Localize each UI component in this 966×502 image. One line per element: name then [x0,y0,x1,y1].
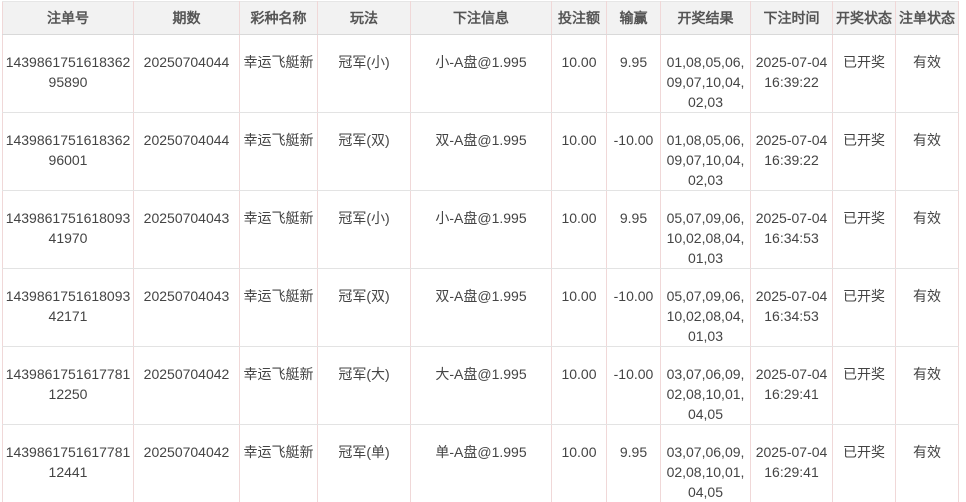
cell-bet_info: 大-A盘@1.995 [410,346,552,425]
cell-draw_result: 05,07,09,06,10,02,08,04,01,03 [660,190,751,269]
cell-draw_status: 已开奖 [832,424,896,502]
cell-play_type: 冠军(双) [317,112,411,191]
cell-play_type: 冠军(小) [317,34,411,113]
column-header-bet_info: 下注信息 [410,1,552,35]
cell-order_no: 143986175161778112250 [2,346,134,425]
cell-order_status: 有效 [895,34,959,113]
cell-draw_status: 已开奖 [832,346,896,425]
column-header-bet_amount: 投注额 [551,1,607,35]
cell-order_status: 有效 [895,190,959,269]
cell-play_type: 冠军(小) [317,190,411,269]
cell-period: 20250704042 [133,424,240,502]
cell-order_status: 有效 [895,346,959,425]
table-row: 143986175161836295890 20250704044 幸运飞艇新 冠军(… [2,34,959,113]
cell-order_no: 143986175161778112441 [2,424,134,502]
cell-period: 20250704043 [133,268,240,347]
cell-draw_result: 01,08,05,06,09,07,10,04,02,03 [660,34,751,113]
cell-period: 20250704044 [133,34,240,113]
table-row: 143986175161809342171 20250704043 幸运飞艇新 冠军(… [2,268,959,347]
cell-draw_status: 已开奖 [832,112,896,191]
column-header-bet_time: 下注时间 [750,1,833,35]
cell-lottery_name: 幸运飞艇新 [239,346,318,425]
cell-bet_time: 2025-07-04 16:34:53 [750,268,833,347]
cell-bet_amount: 10.00 [551,190,607,269]
cell-draw_status: 已开奖 [832,34,896,113]
column-header-draw_result: 开奖结果 [660,1,751,35]
cell-period: 20250704042 [133,346,240,425]
table-row: 143986175161778112441 20250704042 幸运飞艇新 冠军(… [2,424,959,502]
cell-bet_time: 2025-07-04 16:29:41 [750,346,833,425]
cell-play_type: 冠军(大) [317,346,411,425]
table-header: 注单号 期数 彩种名称 玩法 下注信息 投注额 输赢 开奖结果 下注时间 开奖状态 注单状态 [2,1,959,35]
header-row: 注单号 期数 彩种名称 玩法 下注信息 投注额 输赢 开奖结果 下注时间 开奖状态 注单状态 [2,1,959,35]
cell-win_loss: -10.00 [606,268,661,347]
cell-win_loss: 9.95 [606,190,661,269]
cell-bet_amount: 10.00 [551,34,607,113]
table-body: 143986175161836295890 20250704044 幸运飞艇新 冠军(… [2,34,959,502]
cell-order_status: 有效 [895,424,959,502]
column-header-order_no: 注单号 [2,1,134,35]
cell-period: 20250704043 [133,190,240,269]
column-header-period: 期数 [133,1,240,35]
cell-bet_info: 单-A盘@1.995 [410,424,552,502]
cell-lottery_name: 幸运飞艇新 [239,424,318,502]
cell-order_no: 143986175161809342171 [2,268,134,347]
cell-order_no: 143986175161809341970 [2,190,134,269]
cell-order_no: 143986175161836295890 [2,34,134,113]
table-row: 143986175161778112250 20250704042 幸运飞艇新 冠军(… [2,346,959,425]
cell-bet_amount: 10.00 [551,424,607,502]
cell-bet_info: 双-A盘@1.995 [410,112,552,191]
cell-bet_time: 2025-07-04 16:34:53 [750,190,833,269]
cell-bet_amount: 10.00 [551,346,607,425]
cell-play_type: 冠军(单) [317,424,411,502]
cell-draw_status: 已开奖 [832,268,896,347]
table-row: 143986175161836296001 20250704044 幸运飞艇新 冠军(… [2,112,959,191]
table-row: 143986175161809341970 20250704043 幸运飞艇新 冠军(… [2,190,959,269]
cell-period: 20250704044 [133,112,240,191]
cell-bet_time: 2025-07-04 16:39:22 [750,34,833,113]
cell-win_loss: 9.95 [606,34,661,113]
cell-bet_amount: 10.00 [551,268,607,347]
cell-lottery_name: 幸运飞艇新 [239,34,318,113]
cell-bet_time: 2025-07-04 16:29:41 [750,424,833,502]
cell-win_loss: -10.00 [606,112,661,191]
cell-bet_info: 小-A盘@1.995 [410,34,552,113]
column-header-win_loss: 输赢 [606,1,661,35]
column-header-order_status: 注单状态 [895,1,959,35]
cell-lottery_name: 幸运飞艇新 [239,268,318,347]
cell-draw_result: 03,07,06,09,02,08,10,01,04,05 [660,346,751,425]
cell-bet_info: 小-A盘@1.995 [410,190,552,269]
cell-lottery_name: 幸运飞艇新 [239,190,318,269]
cell-order_no: 143986175161836296001 [2,112,134,191]
cell-draw_result: 01,08,05,06,09,07,10,04,02,03 [660,112,751,191]
cell-draw_status: 已开奖 [832,190,896,269]
column-header-draw_status: 开奖状态 [832,1,896,35]
cell-bet_amount: 10.00 [551,112,607,191]
cell-bet_time: 2025-07-04 16:39:22 [750,112,833,191]
column-header-lottery_name: 彩种名称 [239,1,318,35]
cell-draw_result: 03,07,06,09,02,08,10,01,04,05 [660,424,751,502]
cell-win_loss: 9.95 [606,424,661,502]
cell-play_type: 冠军(双) [317,268,411,347]
cell-order_status: 有效 [895,112,959,191]
cell-bet_info: 双-A盘@1.995 [410,268,552,347]
cell-win_loss: -10.00 [606,346,661,425]
column-header-play_type: 玩法 [317,1,411,35]
cell-lottery_name: 幸运飞艇新 [239,112,318,191]
cell-order_status: 有效 [895,268,959,347]
cell-draw_result: 05,07,09,06,10,02,08,04,01,03 [660,268,751,347]
